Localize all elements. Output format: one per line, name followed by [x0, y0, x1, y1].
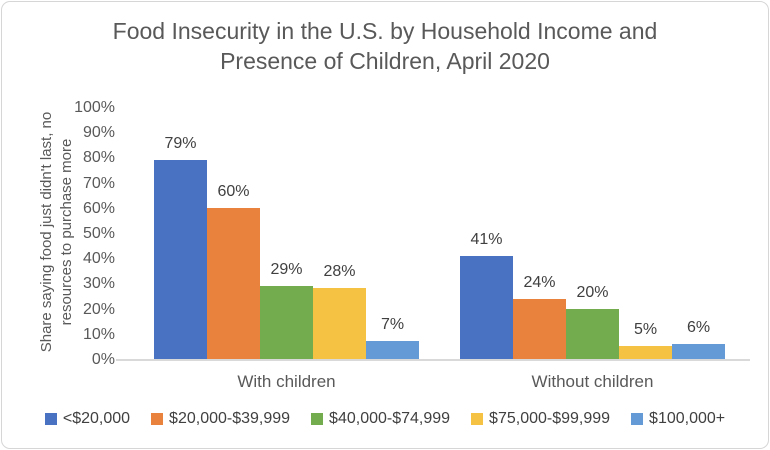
- legend-swatch-icon: [311, 413, 324, 425]
- y-tick-label: 80%: [82, 149, 115, 167]
- bar-value-label: 41%: [470, 230, 503, 248]
- legend-label: $20,000-$39,999: [169, 410, 291, 427]
- bar-slot: 6%: [672, 107, 725, 359]
- bar-value-label: 24%: [523, 273, 556, 291]
- legend: <$20,000 $20,000-$39,999 $40,000-$74,999 $7…: [2, 410, 768, 428]
- bar-value-label: 6%: [686, 318, 711, 336]
- bar-value-label: 5%: [633, 321, 658, 339]
- legend-label: <$20,000: [62, 410, 131, 427]
- chart-title: Food Insecurity in the U.S. by Household…: [2, 16, 768, 76]
- bar: [154, 159, 207, 359]
- bar-slot: 60%: [207, 107, 260, 359]
- bar: [207, 207, 260, 359]
- x-axis-line: [116, 359, 750, 361]
- y-tick-label: 100%: [74, 99, 115, 116]
- y-tick-label: 70%: [82, 174, 115, 192]
- legend-swatch-icon: [151, 413, 164, 425]
- bar-cluster: 79% 60% 29% 28% 7%: [154, 107, 419, 359]
- bar: [366, 341, 419, 359]
- bar: [566, 308, 619, 359]
- x-category-label: With children: [237, 372, 336, 391]
- bar-slot: 29%: [260, 107, 313, 359]
- y-tick-label: 0%: [91, 351, 115, 368]
- bar: [619, 346, 672, 359]
- legend-item: $75,000-$99,999: [471, 410, 610, 428]
- bar-cluster: 41% 24% 20% 5% 6%: [460, 107, 725, 359]
- bar-value-label: 20%: [576, 283, 609, 301]
- legend-item: $40,000-$74,999: [311, 410, 450, 428]
- bar-value-label: 29%: [270, 260, 303, 278]
- bar-value-label: 79%: [164, 134, 197, 152]
- bar: [460, 255, 513, 359]
- bar-slot: 5%: [619, 107, 672, 359]
- bar: [513, 298, 566, 359]
- bar-slot: 79%: [154, 107, 207, 359]
- legend-item: $20,000-$39,999: [151, 410, 290, 428]
- bar-slot: 24%: [513, 107, 566, 359]
- legend-swatch-icon: [631, 413, 644, 425]
- bar-value-label: 60%: [217, 182, 250, 200]
- chart-title-line2: Presence of Children, April 2020: [220, 48, 550, 74]
- bar: [672, 343, 725, 359]
- y-tick-label: 60%: [82, 199, 115, 217]
- legend-swatch-icon: [471, 413, 484, 425]
- legend-label: $40,000-$74,999: [329, 410, 451, 427]
- bar: [313, 288, 366, 359]
- legend-item: <$20,000: [44, 410, 131, 428]
- legend-label: $75,000-$99,999: [489, 410, 611, 427]
- legend-label: $100,000+: [649, 410, 726, 427]
- legend-item: $100,000+: [631, 410, 725, 428]
- bar-slot: 20%: [566, 107, 619, 359]
- y-tick-label: 90%: [82, 124, 115, 142]
- y-tick-label: 50%: [82, 225, 115, 242]
- y-tick-label: 30%: [82, 275, 115, 293]
- bar: [260, 285, 313, 359]
- bar-slot: 28%: [313, 107, 366, 359]
- y-tick-label: 20%: [82, 300, 115, 318]
- bar-value-label: 28%: [323, 263, 356, 281]
- y-tick-label: 10%: [82, 325, 115, 343]
- bar-slot: 7%: [366, 107, 419, 359]
- bar-slot: 41%: [460, 107, 513, 359]
- y-tick-label: 40%: [82, 250, 115, 268]
- x-category-label: Without children: [531, 372, 654, 391]
- legend-swatch-icon: [44, 413, 57, 425]
- chart-title-line1: Food Insecurity in the U.S. by Household…: [112, 18, 658, 44]
- bar-value-label: 7%: [380, 316, 405, 334]
